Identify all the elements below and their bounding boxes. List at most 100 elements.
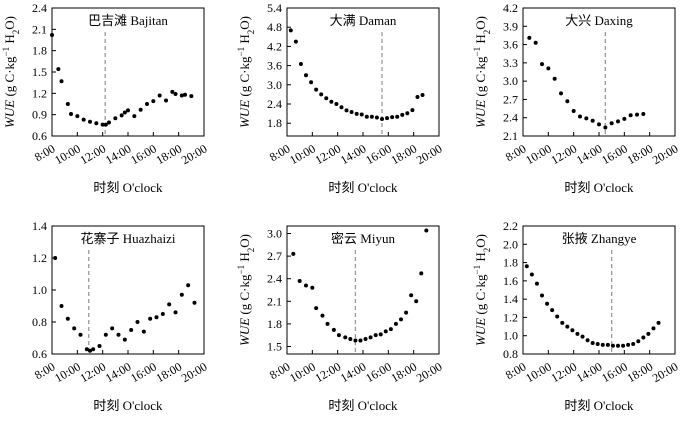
- data-point: [84, 347, 89, 352]
- data-point: [65, 102, 70, 106]
- y-axis-title-part: H: [2, 34, 17, 47]
- data-point: [390, 115, 395, 120]
- y-tick-label: 3.9: [503, 19, 518, 33]
- data-point: [565, 99, 570, 104]
- data-point: [534, 281, 539, 286]
- data-point: [164, 98, 168, 103]
- data-point: [192, 300, 197, 305]
- y-tick-label: 3.6: [267, 59, 282, 73]
- x-axis-title: 时刻 O'clock: [564, 398, 634, 413]
- y-tick-label: 0.9: [32, 108, 47, 122]
- chart-panel-1: 8:0010:0012:0014:0016:0018:0020:000.60.9…: [1, 1, 210, 195]
- data-point: [122, 110, 127, 115]
- y-tick-label: 1.5: [267, 339, 282, 353]
- data-point: [304, 73, 308, 78]
- data-point: [560, 320, 565, 325]
- y-tick-label: 1.4: [503, 292, 518, 306]
- y-axis-title-part: WUE: [473, 100, 488, 128]
- data-point: [119, 113, 124, 118]
- data-point: [100, 122, 105, 127]
- data-point: [616, 343, 620, 348]
- y-axis-title: WUE (g C·kg−1 H2O): [236, 234, 256, 346]
- data-point: [545, 301, 550, 306]
- y-tick-label: 2.1: [503, 129, 518, 143]
- y-tick-label: 2.4: [267, 97, 282, 111]
- data-point: [113, 116, 118, 121]
- data-point: [179, 292, 184, 297]
- data-point: [154, 315, 159, 320]
- y-tick-label: 0.6: [32, 129, 47, 143]
- y-axis-title-part: H: [473, 252, 488, 265]
- y-axis-title: WUE (g C·kg−1 H2O): [1, 16, 21, 128]
- data-point: [585, 338, 590, 343]
- y-tick-label: 0.8: [32, 315, 47, 329]
- chart-panel-3: 8:0010:0012:0014:0016:0018:0020:002.12.4…: [472, 1, 681, 195]
- data-point: [628, 113, 633, 118]
- data-point: [414, 299, 419, 304]
- data-point: [138, 107, 143, 112]
- data-point: [369, 114, 374, 119]
- data-point: [419, 271, 424, 276]
- data-point: [59, 304, 64, 308]
- y-tick-label: 1.0: [32, 283, 47, 297]
- panel-title: 花寨子 Huazhaizi: [81, 231, 176, 246]
- y-tick-label: 1.2: [503, 310, 518, 324]
- data-point: [580, 334, 585, 339]
- data-point: [320, 313, 325, 318]
- panel-title: 巴吉滩 Bajitan: [88, 13, 168, 28]
- y-axis-title-part: O): [237, 234, 252, 248]
- data-point: [129, 328, 134, 332]
- data-point: [309, 80, 314, 85]
- y-tick-label: 3.6: [503, 38, 518, 52]
- y-axis-title-part: −1: [236, 47, 246, 57]
- data-point: [393, 321, 398, 326]
- chart-panel-4: 8:0010:0012:0014:0016:0018:0020:000.60.8…: [32, 219, 210, 413]
- data-point: [103, 122, 108, 127]
- data-point: [368, 335, 373, 340]
- data-point: [656, 320, 661, 325]
- data-point: [110, 326, 115, 331]
- data-point: [358, 338, 363, 343]
- data-point: [373, 333, 378, 338]
- y-axis-title-part: (g C·kg: [473, 274, 488, 318]
- y-tick-label: 1.5: [32, 65, 47, 79]
- chart-panel-2: 8:0010:0012:0014:0016:0018:0020:001.82.4…: [236, 1, 445, 195]
- data-point: [590, 341, 595, 346]
- y-axis-title-part: (g C·kg: [237, 274, 252, 318]
- data-point: [595, 341, 600, 346]
- data-point: [141, 329, 146, 334]
- data-point: [605, 342, 610, 347]
- y-axis-title-part: 2: [11, 30, 21, 35]
- panel-title: 大满 Daman: [330, 13, 397, 28]
- data-point: [610, 343, 615, 348]
- y-axis-title-part: −1: [472, 47, 482, 57]
- y-tick-label: 1.6: [503, 274, 518, 288]
- y-axis-title-part: O): [473, 234, 488, 248]
- data-point: [540, 62, 544, 67]
- y-axis-title-part: WUE: [237, 100, 252, 128]
- data-point: [570, 328, 575, 333]
- data-point: [616, 119, 620, 124]
- data-point: [609, 121, 614, 126]
- y-tick-label: 4.8: [267, 20, 282, 34]
- data-point: [395, 114, 400, 119]
- data-point: [405, 111, 410, 116]
- data-point: [97, 344, 102, 348]
- data-point: [597, 122, 601, 127]
- data-point: [600, 342, 605, 347]
- data-point: [314, 87, 319, 92]
- x-axis-title: 时刻 O'clock: [328, 398, 398, 413]
- y-tick-label: 1.8: [267, 116, 282, 130]
- data-point: [173, 92, 178, 97]
- data-point: [555, 314, 560, 319]
- y-axis-title-part: −1: [472, 265, 482, 275]
- data-point: [404, 310, 409, 315]
- data-point: [363, 336, 368, 341]
- y-axis-title-part: (g C·kg: [237, 56, 252, 100]
- y-axis-title: WUE (g C·kg−1 H2O): [472, 16, 492, 128]
- data-point: [533, 40, 538, 45]
- data-point: [565, 324, 570, 329]
- y-axis-title-part: H: [473, 34, 488, 47]
- x-tick-label: 20:00: [650, 359, 681, 385]
- data-point: [622, 116, 627, 121]
